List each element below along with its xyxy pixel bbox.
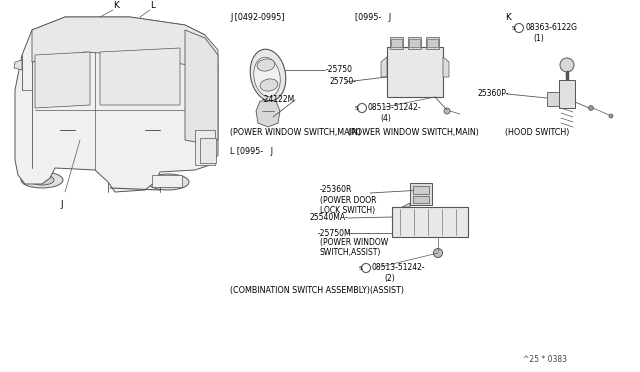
Bar: [410, 183, 432, 205]
Ellipse shape: [253, 57, 280, 97]
Text: LOCK SWITCH): LOCK SWITCH): [320, 205, 375, 215]
Text: S: S: [359, 266, 363, 270]
Text: (4): (4): [380, 113, 391, 122]
Bar: [200, 138, 216, 163]
Polygon shape: [547, 92, 559, 106]
Polygon shape: [256, 101, 280, 127]
Text: (POWER WINDOW SWITCH,MAIN): (POWER WINDOW SWITCH,MAIN): [230, 128, 361, 138]
Ellipse shape: [156, 177, 180, 187]
Text: (HOOD SWITCH): (HOOD SWITCH): [505, 128, 570, 138]
Text: 08513-51242-: 08513-51242-: [372, 263, 426, 273]
Text: (POWER WINDOW SWITCH,MAIN): (POWER WINDOW SWITCH,MAIN): [348, 128, 479, 138]
Polygon shape: [100, 48, 180, 105]
Circle shape: [609, 114, 613, 118]
Text: [0995-   J: [0995- J: [355, 13, 391, 22]
Circle shape: [433, 248, 442, 257]
Text: (POWER DOOR: (POWER DOOR: [320, 196, 376, 205]
Text: 25540MA-: 25540MA-: [310, 214, 349, 222]
Circle shape: [444, 108, 450, 114]
Circle shape: [589, 106, 593, 110]
Text: -25750: -25750: [326, 65, 353, 74]
Text: J [0492-0995]: J [0492-0995]: [230, 13, 285, 22]
Polygon shape: [402, 203, 410, 207]
Text: (2): (2): [384, 273, 395, 282]
Ellipse shape: [21, 172, 63, 188]
Text: J: J: [60, 200, 63, 209]
Bar: [413, 186, 429, 194]
Circle shape: [77, 137, 83, 143]
Bar: [195, 130, 215, 165]
Text: 08513-51242-: 08513-51242-: [368, 103, 422, 112]
Text: K: K: [113, 1, 119, 10]
Text: 25750-: 25750-: [330, 77, 357, 87]
Text: (1): (1): [533, 33, 544, 42]
Circle shape: [264, 115, 272, 123]
Bar: [426, 37, 439, 49]
Bar: [391, 39, 402, 47]
Ellipse shape: [260, 79, 278, 91]
Text: 25360P-: 25360P-: [477, 90, 509, 99]
Bar: [390, 37, 403, 49]
Text: -25750M: -25750M: [318, 228, 351, 237]
Bar: [559, 80, 575, 108]
Polygon shape: [35, 52, 90, 108]
Polygon shape: [32, 17, 218, 70]
Bar: [427, 39, 438, 47]
Bar: [413, 196, 429, 203]
Polygon shape: [15, 17, 218, 192]
Circle shape: [549, 95, 557, 103]
Text: L: L: [150, 1, 155, 10]
Text: K: K: [505, 13, 511, 22]
Text: -25360R: -25360R: [320, 186, 353, 195]
Circle shape: [560, 58, 574, 72]
Text: S: S: [355, 106, 359, 110]
Polygon shape: [381, 57, 387, 77]
Text: S: S: [512, 26, 516, 31]
Bar: [408, 37, 421, 49]
Polygon shape: [14, 60, 22, 70]
Text: L [0995-   J: L [0995- J: [230, 148, 273, 157]
Text: SWITCH,ASSIST): SWITCH,ASSIST): [320, 247, 381, 257]
Text: -24122M: -24122M: [262, 96, 295, 105]
Ellipse shape: [257, 59, 275, 71]
Bar: [152, 175, 182, 187]
Bar: [387, 47, 443, 97]
Ellipse shape: [30, 175, 54, 185]
Text: (COMBINATION SWITCH ASSEMBLY)(ASSIST): (COMBINATION SWITCH ASSEMBLY)(ASSIST): [230, 285, 404, 295]
Polygon shape: [443, 57, 449, 77]
Bar: [409, 39, 420, 47]
Bar: [392, 207, 468, 237]
Text: 08363-6122G: 08363-6122G: [525, 23, 577, 32]
Text: ^25 * 0383: ^25 * 0383: [523, 356, 567, 365]
Text: (POWER WINDOW: (POWER WINDOW: [320, 238, 388, 247]
Ellipse shape: [250, 49, 286, 101]
Polygon shape: [185, 30, 218, 142]
Ellipse shape: [147, 174, 189, 190]
